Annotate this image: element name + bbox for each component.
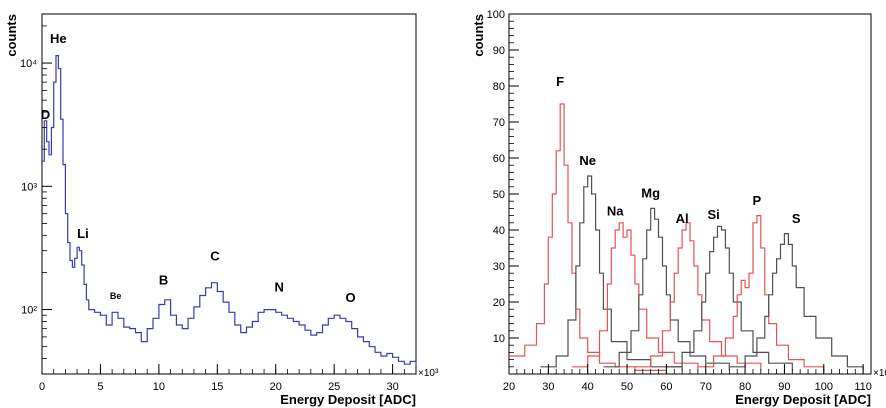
x-tick-label: 10	[153, 381, 165, 393]
y-tick-label: 10²	[21, 305, 37, 317]
y-tick-label: 20	[493, 297, 505, 309]
series-line-7	[697, 215, 825, 371]
y-tick-label: 90	[493, 45, 505, 57]
peak-label-he: He	[50, 31, 67, 46]
x-tick-label: 5	[97, 381, 103, 393]
peak-label-mg: Mg	[641, 186, 660, 201]
series-line-6	[666, 225, 793, 371]
series-line-3	[572, 222, 699, 371]
y-tick-label: 80	[493, 81, 505, 93]
series-line-8	[729, 233, 864, 371]
peak-label-si: Si	[707, 207, 719, 222]
peak-label-na: Na	[607, 204, 624, 219]
x-tick-label: 100	[815, 381, 833, 393]
peak-label-be: Be	[110, 291, 122, 301]
x-tick-label: 40	[582, 381, 594, 393]
y-tick-label: 10³	[21, 181, 37, 193]
x-tick-label: 20	[503, 381, 515, 393]
y-tick-label: 10	[493, 333, 505, 345]
peak-label-c: C	[210, 249, 220, 264]
peak-label-li: Li	[77, 226, 89, 241]
series-line-1	[509, 103, 667, 374]
left-chart: 0 5 10 15 20 25 30 10² 10³ 10⁴ Energy Deposit [ADC…	[4, 13, 439, 407]
peak-label-p: P	[753, 193, 762, 208]
peak-label-al: Al	[676, 211, 689, 226]
x-tick-label: 70	[700, 381, 712, 393]
y-tick-label: 100	[487, 9, 505, 21]
x-axis-multiplier: ×10³	[418, 368, 439, 379]
series-line-4	[603, 207, 730, 371]
y-tick-label: 10⁴	[20, 58, 37, 70]
plot-frame	[508, 13, 872, 375]
x-tick-label: 60	[660, 381, 672, 393]
series-line-1	[42, 55, 417, 366]
x-tick-label: 25	[328, 381, 340, 393]
x-tick-label: 30	[387, 381, 399, 393]
x-axis-multiplier: ×10	[873, 368, 886, 379]
x-tick-label: 30	[542, 381, 554, 393]
x-tick-label: 0	[39, 381, 45, 393]
right-chart: 20 30 40 50 60 70 80 90 100 110 10 20 30 40 50 60 70 80 90…	[471, 9, 886, 407]
x-tick-label: 20	[270, 381, 282, 393]
series-line-2	[540, 175, 683, 371]
peak-label-o: O	[345, 290, 355, 305]
y-tick-label: 40	[493, 225, 505, 237]
y-tick-label: 30	[493, 261, 505, 273]
y-tick-label: 60	[493, 153, 505, 165]
series-line-5	[634, 222, 762, 371]
peak-label-d: D	[41, 107, 50, 122]
x-tick-label: 110	[854, 381, 872, 393]
peak-label-b: B	[159, 272, 168, 287]
peak-label-n: N	[275, 280, 284, 295]
peak-label-s: S	[792, 211, 801, 226]
plot-frame	[41, 13, 417, 375]
y-tick-label: 70	[493, 117, 505, 129]
y-tick-label: 50	[493, 189, 505, 201]
y-axis-label: counts	[4, 14, 19, 57]
x-axis-label: Energy Deposit [ADC]	[280, 392, 416, 407]
x-tick-label: 15	[211, 381, 223, 393]
x-tick-label: 90	[778, 381, 790, 393]
y-axis-label: counts	[471, 14, 486, 57]
x-tick-label: 50	[621, 381, 633, 393]
peak-label-f: F	[556, 74, 564, 89]
peak-label-ne: Ne	[579, 153, 596, 168]
x-axis-label: Energy Deposit [ADC]	[735, 392, 871, 407]
x-tick-label: 80	[739, 381, 751, 393]
